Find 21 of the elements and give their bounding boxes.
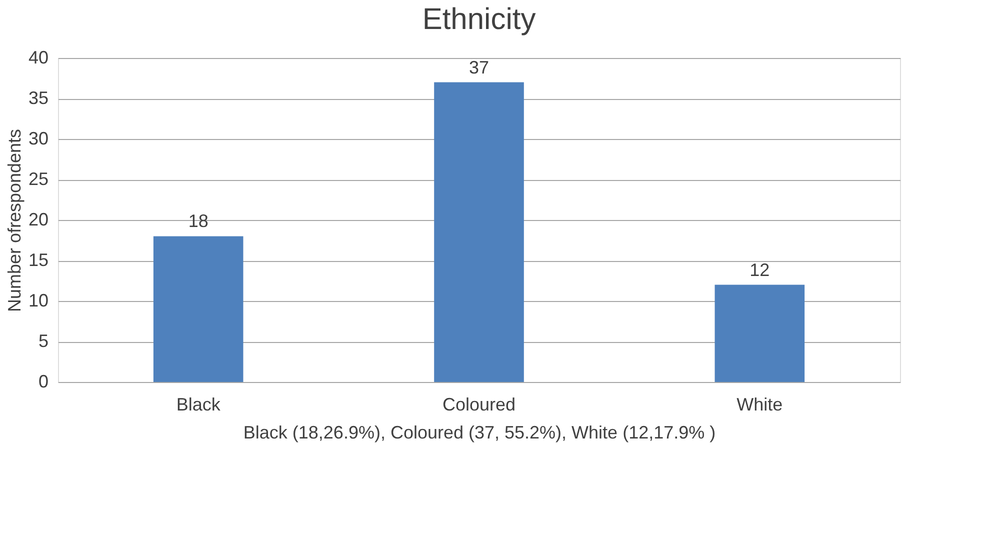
y-tick-label: 0 bbox=[38, 372, 48, 392]
y-tick-label: 20 bbox=[28, 210, 48, 230]
y-tick-label: 35 bbox=[28, 88, 48, 108]
x-tick-label: Black bbox=[176, 394, 222, 414]
chart-title: Ethnicity bbox=[422, 3, 536, 36]
bar bbox=[153, 236, 244, 382]
y-tick-label: 10 bbox=[28, 290, 48, 310]
y-tick-label: 40 bbox=[28, 48, 48, 68]
data-label: 18 bbox=[188, 211, 208, 232]
x-tick-label: White bbox=[736, 394, 783, 414]
bar bbox=[714, 284, 805, 382]
x-axis-title: Black (18,26.9%), Coloured (37, 55.2%), White (12,17.9% ) bbox=[243, 422, 716, 442]
data-label: 37 bbox=[468, 57, 490, 78]
y-tick-label: 5 bbox=[38, 331, 48, 351]
data-label: 12 bbox=[750, 260, 770, 280]
y-tick-label: 25 bbox=[28, 169, 48, 189]
y-axis-title: Number ofrespondents bbox=[4, 128, 24, 312]
y-tick-label: 30 bbox=[28, 128, 48, 148]
x-tick-label: Coloured bbox=[442, 394, 516, 414]
bar bbox=[434, 82, 524, 382]
y-tick-label: 15 bbox=[28, 250, 48, 270]
